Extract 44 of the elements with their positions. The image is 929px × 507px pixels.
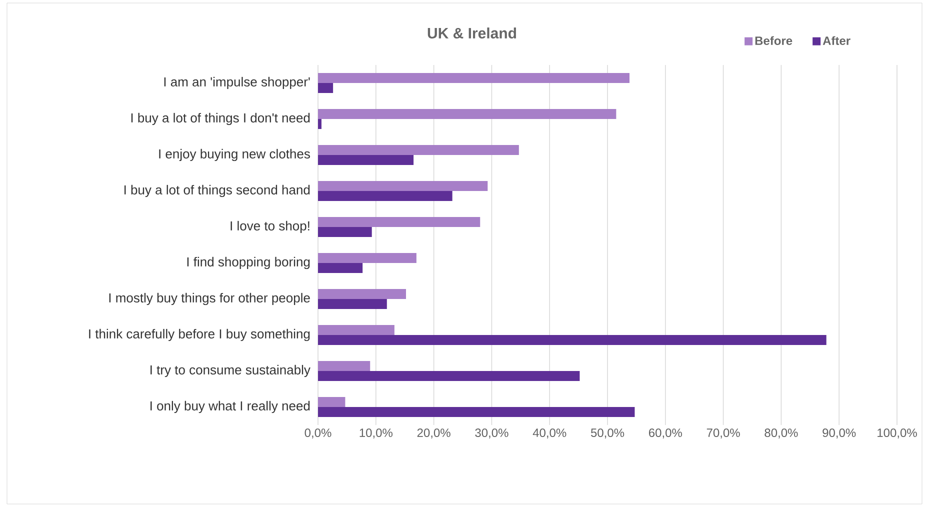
y-tick-label: I buy a lot of things second hand [124, 184, 310, 198]
bar [318, 371, 580, 381]
y-tick-label: I try to consume sustainably [150, 364, 310, 378]
x-tick-label: 40,0% [532, 428, 566, 438]
x-tick-label: 80,0% [764, 428, 798, 438]
x-tick-label: 30,0% [475, 428, 508, 438]
bar [318, 299, 387, 309]
x-tick-label: 100,0% [878, 428, 917, 438]
bar [318, 227, 372, 237]
bar [318, 253, 416, 263]
x-tick-label: 50,0% [590, 428, 624, 438]
y-tick-label: I buy a lot of things I don't need [131, 112, 310, 126]
y-tick-label: I am an 'impulse shopper' [164, 76, 310, 90]
x-tick-label: 60,0% [649, 428, 682, 438]
x-tick-label: 10,0% [360, 428, 392, 438]
y-tick-label: I love to shop! [230, 220, 310, 234]
bar [318, 263, 363, 273]
y-tick-label: I find shopping boring [187, 256, 310, 270]
bar [318, 397, 346, 407]
y-tick-label: I mostly buy things for other people [109, 292, 310, 306]
bar [318, 335, 826, 345]
y-tick-label: I think carefully before I buy something [89, 328, 310, 342]
chart-title: UK & Ireland [428, 27, 516, 38]
bar [318, 181, 488, 191]
legend-label: After [822, 36, 850, 46]
bar [318, 407, 635, 417]
y-tick-label: I only buy what I really need [150, 400, 310, 414]
bar [318, 145, 519, 155]
bar [318, 325, 394, 335]
bar [318, 109, 616, 119]
bar [318, 82, 334, 93]
x-tick-label: 20,0% [417, 428, 450, 438]
bar [318, 73, 630, 83]
bar [318, 289, 406, 299]
bar [318, 361, 370, 371]
bar [318, 190, 452, 201]
x-tick-label: 70,0% [706, 428, 740, 438]
legend-label: Before [755, 36, 792, 46]
y-tick-label: I enjoy buying new clothes [159, 148, 310, 162]
x-tick-label: 90,0% [822, 428, 856, 438]
bar [318, 217, 480, 227]
bar [318, 155, 414, 165]
x-tick-label: 0,0% [304, 428, 332, 438]
bar [318, 119, 322, 129]
